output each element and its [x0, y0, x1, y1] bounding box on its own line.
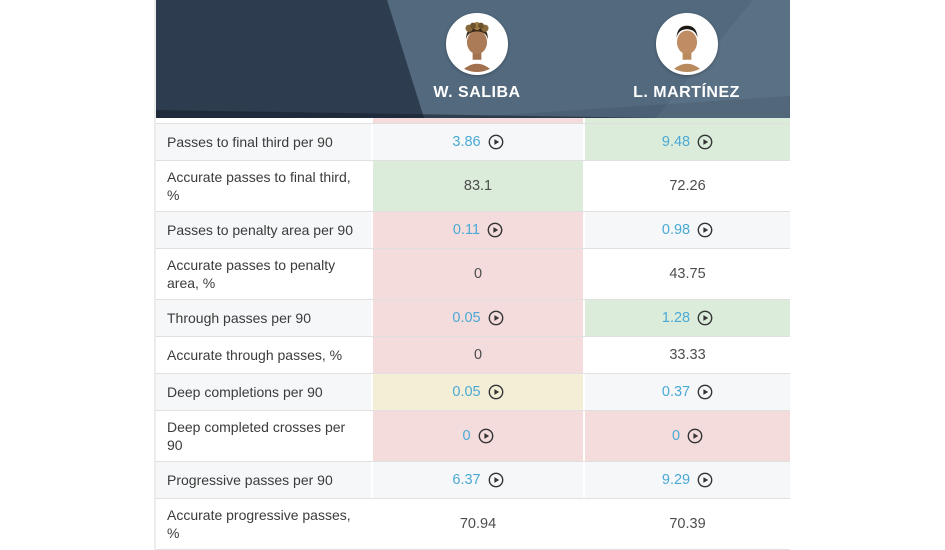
stat-row: Passes to final third per 90 3.86 9.48	[156, 124, 790, 161]
player2-value-cell: 43.75	[583, 249, 790, 299]
player1-value-cell: 70.94	[371, 499, 583, 549]
play-video-icon[interactable]	[697, 384, 713, 400]
stat-row: Accurate through passes, % 0 33.33	[156, 337, 790, 374]
player1-avatar-image	[449, 16, 505, 72]
player1-stat-value: 83.1	[463, 178, 493, 194]
stat-label: Deep completions per 90	[167, 384, 323, 400]
play-video-icon[interactable]	[487, 222, 503, 238]
partial-row	[156, 118, 790, 124]
player1-stat-value: 3.86	[452, 134, 481, 150]
player1-stat-value: 0	[473, 266, 483, 282]
partial-row-label-cell	[156, 118, 371, 123]
player2-value-cell[interactable]: 1.28	[583, 300, 790, 336]
player1-stat-value: 0.05	[452, 310, 481, 326]
player1-stat-value: 0.05	[452, 384, 481, 400]
player1-stat-value: 0	[462, 428, 471, 444]
player1-value-cell[interactable]: 0.05	[371, 300, 583, 336]
play-video-icon[interactable]	[697, 472, 713, 488]
player1-value-cell: 0	[371, 249, 583, 299]
play-video-icon[interactable]	[488, 472, 504, 488]
stat-row: Accurate passes to final third, % 83.1 7…	[156, 161, 790, 212]
play-video-icon[interactable]	[687, 428, 703, 444]
player1-stat-value: 70.94	[459, 516, 497, 532]
stat-row: Accurate passes to penalty area, % 0 43.…	[156, 249, 790, 300]
player2-stat-value: 0	[671, 428, 681, 444]
stat-label: Deep completed crosses per 90	[167, 419, 346, 453]
stat-label: Progressive passes per 90	[167, 472, 333, 488]
player2-avatar-image	[658, 16, 715, 72]
player1-stat-value: 0.11	[452, 222, 481, 238]
player1-value-cell[interactable]: 0	[371, 411, 583, 461]
player2-stat-value: 9.48	[661, 134, 691, 150]
stat-row: Accurate progressive passes, % 70.94 70.…	[156, 499, 790, 550]
player2-stat-value: 43.75	[669, 266, 706, 282]
player2-value-cell: 72.26	[583, 161, 790, 211]
stat-label: Through passes per 90	[167, 310, 311, 326]
stat-label: Accurate progressive passes, %	[167, 507, 351, 541]
player1-value-cell[interactable]: 0.11	[371, 212, 583, 248]
play-video-icon[interactable]	[697, 222, 713, 238]
stat-row: Through passes per 90 0.05 1.28	[156, 300, 790, 337]
stats-table: Passes to final third per 90 3.86 9.48 A…	[156, 124, 790, 550]
stat-label: Accurate passes to final third, %	[167, 169, 351, 203]
player2-stat-value: 0.98	[661, 222, 691, 238]
stat-row: Deep completions per 90 0.05 0.37	[156, 374, 790, 411]
player1-header: W. SALIBA	[371, 0, 583, 118]
player2-value-cell[interactable]: 0	[583, 411, 790, 461]
player2-avatar	[655, 13, 718, 75]
player2-stat-value: 33.33	[669, 347, 706, 363]
player1-value-cell: 0	[371, 337, 583, 373]
stat-label: Accurate through passes, %	[167, 347, 343, 363]
player1-value-cell[interactable]: 3.86	[371, 124, 583, 160]
player-comparison-panel: W. SALIBA L. MARTÍNEZ Passes to final th…	[154, 0, 790, 550]
player2-stat-value: 72.26	[669, 178, 706, 194]
player1-name: W. SALIBA	[433, 84, 521, 101]
player1-avatar	[446, 13, 508, 75]
stat-label: Passes to final third per 90	[167, 134, 333, 150]
play-video-icon[interactable]	[697, 134, 713, 150]
player1-stat-value: 0	[473, 347, 483, 363]
play-video-icon[interactable]	[488, 310, 504, 326]
player2-value-cell[interactable]: 0.98	[583, 212, 790, 248]
player2-stat-value: 0.37	[661, 384, 691, 400]
player2-value-cell[interactable]: 0.37	[583, 374, 790, 410]
player2-name: L. MARTÍNEZ	[633, 84, 740, 101]
comparison-header: W. SALIBA L. MARTÍNEZ	[156, 0, 790, 118]
play-video-icon[interactable]	[478, 428, 494, 444]
player2-value-cell: 33.33	[583, 337, 790, 373]
player2-stat-value: 9.29	[661, 472, 691, 488]
player1-value-cell[interactable]: 6.37	[371, 462, 583, 498]
stat-label: Passes to penalty area per 90	[167, 222, 354, 238]
player1-value-cell: 83.1	[371, 161, 583, 211]
stat-row: Deep completed crosses per 90 0 0	[156, 411, 790, 462]
player2-stat-value: 70.39	[669, 516, 706, 532]
player2-value-cell[interactable]: 9.48	[583, 124, 790, 160]
stat-label: Accurate passes to penalty area, %	[167, 257, 336, 291]
stat-row: Progressive passes per 90 6.37 9.29	[156, 462, 790, 499]
stat-row: Passes to penalty area per 90 0.11 0.98	[156, 212, 790, 249]
partial-row-player2-cell	[583, 118, 790, 123]
player2-value-cell[interactable]: 9.29	[583, 462, 790, 498]
player2-stat-value: 1.28	[661, 310, 691, 326]
player2-value-cell: 70.39	[583, 499, 790, 549]
play-video-icon[interactable]	[697, 310, 713, 326]
player1-value-cell[interactable]: 0.05	[371, 374, 583, 410]
play-video-icon[interactable]	[488, 134, 504, 150]
partial-row-player1-cell	[371, 118, 583, 123]
player1-stat-value: 6.37	[452, 472, 481, 488]
play-video-icon[interactable]	[488, 384, 504, 400]
player2-header: L. MARTÍNEZ	[583, 0, 790, 118]
